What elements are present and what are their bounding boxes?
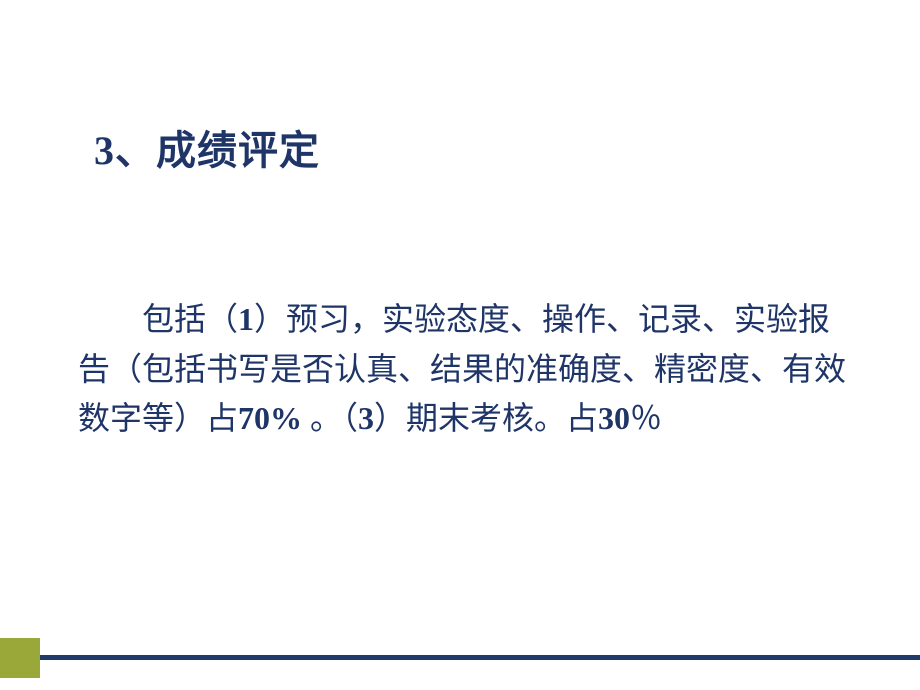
- slide-body: 包括（1）预习，实验态度、操作、记录、实验报告（包括书写是否认真、结果的准确度、…: [78, 295, 858, 444]
- body-end: ％: [630, 400, 662, 436]
- percent2: 30: [598, 400, 630, 436]
- item3-number: 3: [358, 400, 374, 436]
- item1-number: 1: [238, 301, 254, 337]
- body-mid3: ）期末考核。占: [374, 400, 598, 436]
- body-mid2: 。（: [302, 400, 358, 436]
- body-prefix: 包括（: [142, 301, 238, 337]
- slide-heading: 3、成绩评定: [94, 118, 320, 176]
- percent1: 70%: [238, 400, 302, 436]
- slide-container: 3、成绩评定 包括（1）预习，实验态度、操作、记录、实验报告（包括书写是否认真、…: [0, 0, 920, 690]
- accent-square: [0, 638, 40, 678]
- accent-line: [40, 655, 920, 660]
